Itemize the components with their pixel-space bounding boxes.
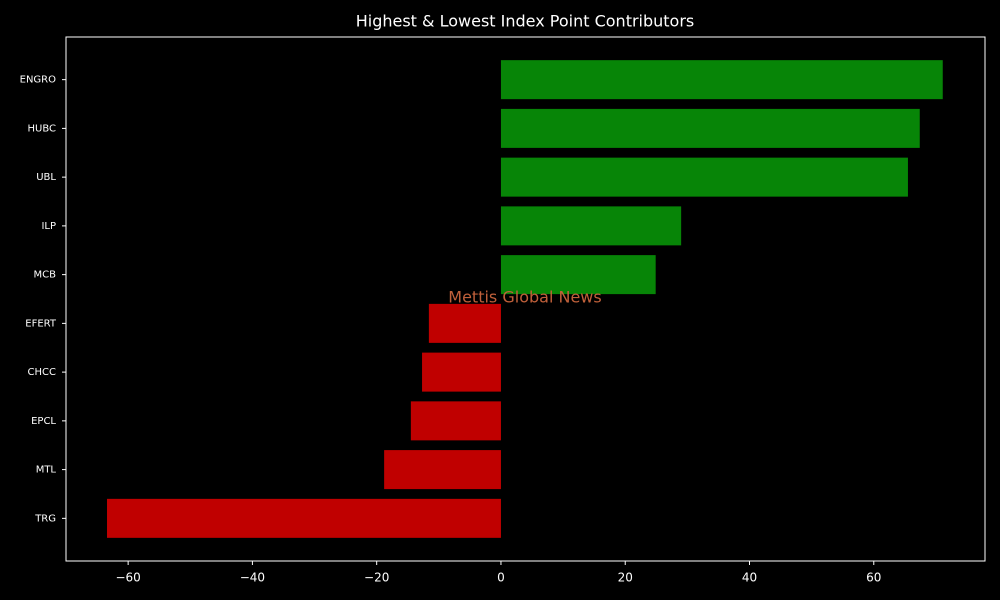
bar xyxy=(500,108,920,148)
y-tick-label: CHCC xyxy=(28,367,56,378)
bar xyxy=(500,255,656,295)
bar xyxy=(410,401,501,441)
bar xyxy=(500,206,682,246)
y-tick-label: HUBC xyxy=(27,123,56,134)
y-tick-label: UBL xyxy=(36,172,56,183)
bar xyxy=(384,450,501,490)
bar xyxy=(422,352,501,392)
y-tick-label: MTL xyxy=(36,465,57,476)
y-tick-label: EFERT xyxy=(25,318,57,329)
plot-frame xyxy=(65,36,986,562)
y-tick-label: TRG xyxy=(34,513,56,524)
y-tick-label: ILP xyxy=(41,221,56,232)
x-tick-label: −40 xyxy=(240,571,265,585)
y-tick-label: ENGRO xyxy=(20,75,56,86)
x-tick-label: −60 xyxy=(115,571,140,585)
chart-title: Highest & Lowest Index Point Contributor… xyxy=(356,12,695,31)
x-tick-label: −20 xyxy=(364,571,389,585)
bar xyxy=(500,60,943,100)
x-tick-label: 0 xyxy=(497,571,505,585)
x-tick-label: 20 xyxy=(618,571,633,585)
x-tick-label: 40 xyxy=(742,571,757,585)
y-tick-label: MCB xyxy=(34,270,57,281)
bar xyxy=(428,303,501,343)
x-tick-label: 60 xyxy=(866,571,881,585)
watermark: Mettis Global News xyxy=(448,288,601,307)
y-tick-label: EPCL xyxy=(31,416,56,427)
bar xyxy=(107,498,501,538)
bar xyxy=(500,157,908,197)
